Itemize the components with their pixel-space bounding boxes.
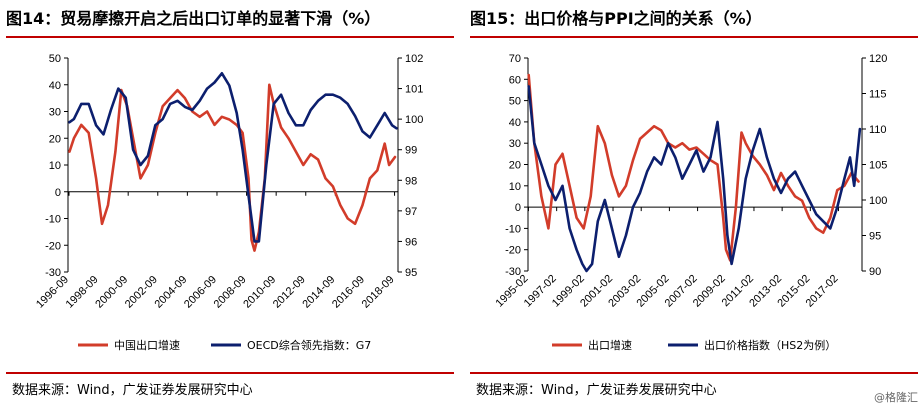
y-right-tick-label: 96 (405, 236, 417, 248)
y-left-tick-label: 50 (49, 53, 61, 65)
data-source: 数据来源：Wind，广发证券发展研究中心 (476, 383, 717, 398)
y-left-tick-label: 20 (49, 133, 61, 145)
source-divider (6, 372, 454, 374)
y-right-tick-label: 95 (405, 267, 417, 279)
y-right-tick-label: 102 (405, 53, 423, 65)
y-left-tick-label: -30 (45, 267, 61, 279)
right-chart-svg: -30 -20 -10 0 10 20 30 40 50 60 70 90 95 100 105 110 115… (494, 53, 888, 352)
y-left-tick-label: 50 (509, 96, 521, 108)
y-left-tick-label: 0 (55, 187, 61, 199)
y-left-tick-label: -10 (45, 214, 61, 226)
title-divider (470, 36, 918, 38)
y-left-tick-label: 10 (509, 181, 521, 193)
y-right-tick-label: 120 (869, 53, 887, 65)
y-left-tick-label: -20 (505, 245, 521, 257)
series-line-0 (68, 83, 397, 252)
y-left-tick-label: 40 (509, 117, 521, 129)
y-right-tick-label: 110 (869, 124, 887, 136)
y-right-tick-label: 101 (405, 84, 423, 96)
y-right-tick-label: 105 (869, 160, 887, 172)
y-left-tick-label: -10 (505, 223, 521, 235)
y-right-tick-label: 100 (405, 114, 423, 126)
y-left-tick-label: 10 (49, 160, 61, 172)
y-left-tick-label: 70 (509, 53, 521, 65)
legend-label: OECD综合领先指数：G7 (247, 338, 371, 352)
left-chart-panel: 图14：贸易摩擦开启之后出口订单的显著下滑（%） -30 -20 -10 0 10 20 3… (6, 0, 456, 411)
series-line-1 (68, 72, 398, 243)
y-left-tick-label: -20 (45, 240, 61, 252)
left-chart-svg: -30-20-100102030405095969798991001011021… (34, 53, 423, 352)
legend-label: 中国出口增速 (114, 338, 180, 352)
legend-label: 出口价格指数（HS2为例） (704, 338, 836, 352)
y-right-tick-label: 90 (869, 266, 881, 278)
chart-title: 图15：出口价格与PPI之间的关系（%） (470, 9, 762, 28)
watermark: @格隆汇 (874, 391, 918, 404)
y-left-tick-label: 20 (509, 160, 521, 172)
y-left-tick-label: 30 (49, 107, 61, 119)
chart-title: 图14：贸易摩擦开启之后出口订单的显著下滑（%） (6, 9, 381, 28)
y-left-tick-label: 40 (49, 80, 61, 92)
series-line-0 (527, 73, 860, 262)
x-tick-label: 2018-09 (360, 274, 397, 311)
right-chart-panel: 图15：出口价格与PPI之间的关系（%） -30 -20 -10 0 10 20 30 40 5… (470, 0, 920, 411)
title-divider (6, 36, 454, 38)
y-right-tick-label: 99 (405, 145, 417, 157)
series-line-1 (527, 85, 862, 273)
y-left-tick-label: -30 (505, 266, 521, 278)
data-source: 数据来源：Wind，广发证券发展研究中心 (12, 383, 253, 398)
y-left-tick-label: 60 (509, 74, 521, 86)
source-divider (470, 372, 918, 374)
y-left-tick-label: 0 (515, 202, 521, 214)
y-right-tick-label: 115 (869, 89, 887, 101)
legend-label: 出口增速 (588, 338, 632, 352)
y-right-tick-label: 98 (405, 175, 417, 187)
y-left-tick-label: 30 (509, 138, 521, 150)
y-right-tick-label: 95 (869, 231, 881, 243)
y-right-tick-label: 100 (869, 195, 887, 207)
y-right-tick-label: 97 (405, 206, 417, 218)
